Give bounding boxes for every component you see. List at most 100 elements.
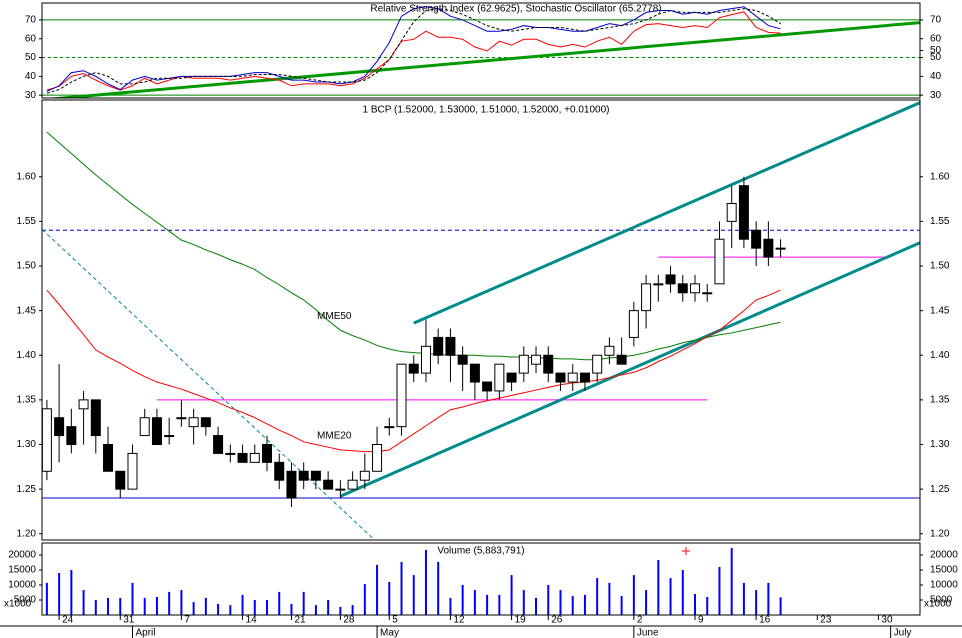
volume-bar (730, 548, 733, 615)
x-tick-label: 5 (392, 615, 398, 626)
y-tick-label: 20000 (8, 550, 36, 561)
y-tick-label-right: 30 (930, 90, 942, 101)
candle-body (200, 417, 211, 428)
y-tick-label-right: 1.20 (930, 528, 950, 539)
volume-bar (229, 605, 232, 615)
candle-body (543, 354, 554, 374)
y-tick-label-right: 1.40 (930, 350, 950, 361)
y-tick-label-right: 40 (930, 71, 942, 82)
candle-body (420, 345, 431, 374)
volume-bar (107, 597, 110, 615)
volume-bar (583, 594, 586, 615)
candle-body (274, 461, 285, 481)
volume-bar (449, 597, 452, 615)
candle-body (775, 247, 786, 250)
volume-bar (217, 603, 220, 615)
candle-body (115, 470, 126, 490)
series-label: MME50 (317, 311, 352, 322)
y-tick-label-right: 15000 (930, 565, 958, 576)
x-tick-label: 7 (184, 615, 190, 626)
trend-line (42, 229, 375, 540)
volume-bar (779, 597, 782, 615)
y-tick-label: 1.25 (17, 484, 37, 495)
candle-body (445, 336, 456, 356)
candle-body (641, 283, 652, 312)
y-tick-label: 50 (25, 52, 37, 63)
y-tick-label-right: 1.50 (930, 261, 950, 272)
volume-bar (253, 600, 256, 615)
y-tick-label: 70 (25, 15, 37, 26)
volume-bar (266, 600, 269, 615)
candle-body (469, 363, 480, 383)
candle-body (567, 372, 578, 383)
x-tick-label: 23 (820, 615, 832, 626)
candle-body (738, 185, 749, 240)
candle-body (616, 354, 627, 365)
unit-label-right: x1000 (924, 599, 952, 610)
y-tick-label-right: 70 (930, 15, 942, 26)
volume-bar (498, 594, 501, 615)
panel-frame (41, 99, 921, 541)
candle-body (384, 426, 395, 429)
candle-body (689, 283, 700, 294)
volume-bar (718, 567, 721, 615)
volume-bar (180, 590, 183, 615)
y-tick-label-right: 1.55 (930, 216, 950, 227)
candle-body (751, 229, 762, 249)
candle-body (188, 417, 199, 428)
candle-body (763, 238, 774, 258)
candle-body (103, 444, 114, 472)
candle-body (249, 452, 260, 463)
volume-bar (388, 582, 391, 615)
y-tick-label-right: 5000 (930, 595, 953, 606)
candle-body (90, 399, 101, 437)
candle-body (151, 417, 162, 446)
volume-bar (706, 597, 709, 615)
volume-bar (522, 590, 525, 615)
candle-body (335, 488, 346, 491)
y-tick-label-right: 1.35 (930, 395, 950, 406)
candle-body (286, 470, 297, 499)
indicator-line (46, 8, 781, 94)
candle-body (726, 203, 737, 222)
volume-bar (620, 596, 623, 615)
candle-body (372, 444, 383, 472)
x-tick-label: 30 (881, 615, 893, 626)
trend-line (46, 21, 920, 98)
trend-line (413, 101, 920, 325)
y-tick-label-right: 10000 (930, 580, 958, 591)
candle-body (139, 417, 150, 437)
candle-body (78, 399, 89, 410)
volume-bar (351, 605, 354, 615)
y-tick-label: 10000 (8, 580, 36, 591)
trend-line (339, 241, 920, 498)
volume-bar (596, 578, 599, 615)
candle-body (518, 354, 529, 374)
candle-body (396, 363, 407, 428)
y-tick-label: 1.40 (17, 350, 37, 361)
volume-bar (559, 590, 562, 615)
moving-average (46, 289, 781, 453)
volume-bar (119, 597, 122, 615)
x-tick-label: 12 (453, 615, 465, 626)
y-tick-label: 1.20 (17, 528, 37, 539)
y-tick-label-right: 1.25 (930, 484, 950, 495)
y-tick-label-right: 1.30 (930, 439, 950, 450)
y-tick-label: 1.55 (17, 216, 37, 227)
volume-bar (155, 597, 158, 615)
candle-body (702, 292, 713, 295)
y-tick-label: 1.35 (17, 395, 37, 406)
volume-bar (571, 596, 574, 615)
month-label: May (380, 628, 399, 638)
volume-bar (510, 575, 513, 615)
volume-bar (45, 582, 48, 615)
candle-body (310, 470, 321, 481)
volume-bar (327, 600, 330, 615)
volume-bar (192, 602, 195, 615)
panel-frame (41, 542, 921, 616)
volume-bar (669, 578, 672, 615)
candle-body (127, 452, 138, 490)
volume-bar (400, 561, 403, 615)
